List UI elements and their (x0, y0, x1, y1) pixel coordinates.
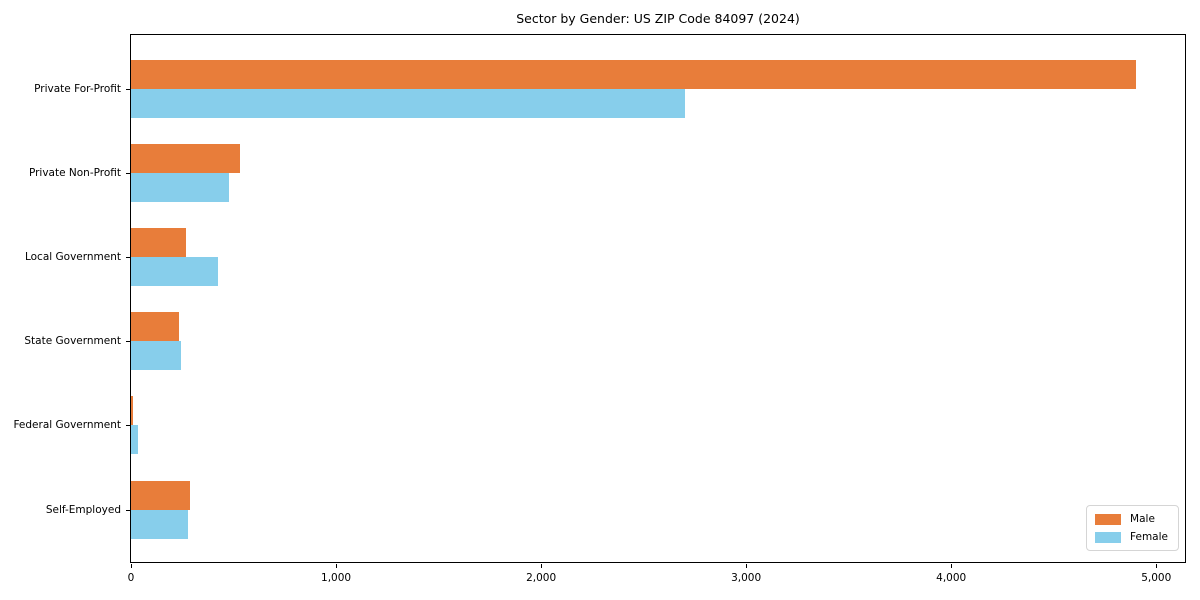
legend-item-female: Female (1095, 531, 1168, 543)
x-axis-tick (746, 564, 748, 568)
y-axis-tick (126, 341, 130, 343)
x-axis-tick (541, 564, 543, 568)
legend-swatch-male (1095, 513, 1122, 525)
bar-female-1 (131, 173, 230, 203)
chart-title: Sector by Gender: US ZIP Code 84097 (202… (516, 11, 800, 26)
y-axis-label: State Government (24, 335, 121, 348)
x-axis-tick-label: 4,000 (936, 572, 967, 584)
x-axis-tick-label: 2,000 (526, 572, 557, 584)
bar-female-0 (131, 89, 685, 118)
bar-male-1 (131, 144, 240, 174)
legend-item-male: Male (1095, 513, 1168, 525)
legend-swatch-female (1095, 531, 1122, 543)
y-axis-label: Private Non-Profit (28, 167, 121, 180)
x-axis-tick-label: 3,000 (731, 572, 762, 584)
plot-area: Private For-Profit Private Non-Profit Loca… (13, 34, 1186, 584)
y-axis-label: Local Government (24, 251, 121, 264)
bar-female-4 (131, 425, 139, 455)
bar-male-0 (131, 60, 1136, 89)
bar-male-3 (131, 312, 180, 342)
bar-male-4 (131, 396, 133, 426)
y-axis-label: Self-Employed (45, 503, 121, 516)
y-axis-label: Federal Government (13, 419, 121, 432)
y-axis-tick (126, 89, 130, 90)
bar-female-2 (131, 257, 219, 287)
legend: Male Female (1086, 505, 1179, 551)
x-axis-tick (951, 564, 953, 568)
y-axis-tick (126, 425, 130, 427)
x-axis-tick-label: 1,000 (321, 572, 352, 584)
x-axis-tick-label: 0 (127, 572, 135, 584)
legend-label-male: Male (1130, 513, 1155, 525)
legend-label-female: Female (1130, 531, 1168, 543)
y-axis-tick (126, 509, 130, 511)
bar-female-5 (131, 509, 189, 539)
x-axis-tick (336, 564, 338, 568)
y-axis-label: Private For-Profit (34, 83, 121, 95)
bar-male-5 (131, 480, 191, 510)
y-axis-tick (126, 173, 130, 175)
x-axis-tick (131, 564, 132, 568)
x-axis-tick (1156, 564, 1158, 568)
bar-female-3 (131, 341, 182, 371)
bar-male-2 (131, 228, 187, 258)
x-axis-tick-label: 5,000 (1141, 572, 1172, 584)
y-axis-tick (126, 257, 130, 259)
